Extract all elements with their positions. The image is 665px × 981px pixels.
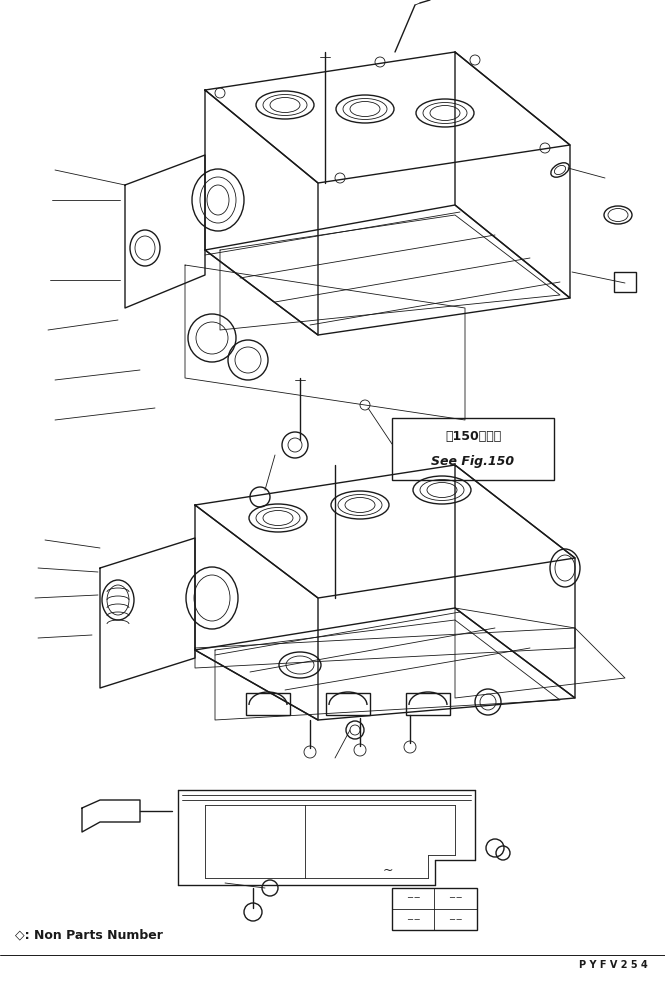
Bar (614, 272, 636, 292)
Bar (392, 888, 477, 930)
Text: ─ ─: ─ ─ (449, 914, 462, 923)
Text: ~: ~ (383, 863, 393, 876)
Text: ─ ─: ─ ─ (449, 894, 462, 903)
Text: 第150図参照: 第150図参照 (445, 430, 501, 442)
Bar (326, 693, 370, 715)
Text: ─ ─: ─ ─ (407, 894, 420, 903)
Text: ─ ─: ─ ─ (407, 914, 420, 923)
Text: P Y F V 2 5 4: P Y F V 2 5 4 (579, 960, 648, 970)
Bar (406, 693, 450, 715)
Bar (246, 693, 290, 715)
Text: See Fig.150: See Fig.150 (432, 455, 515, 469)
Text: ◇: Non Parts Number: ◇: Non Parts Number (15, 928, 163, 942)
Bar (392, 418, 554, 480)
